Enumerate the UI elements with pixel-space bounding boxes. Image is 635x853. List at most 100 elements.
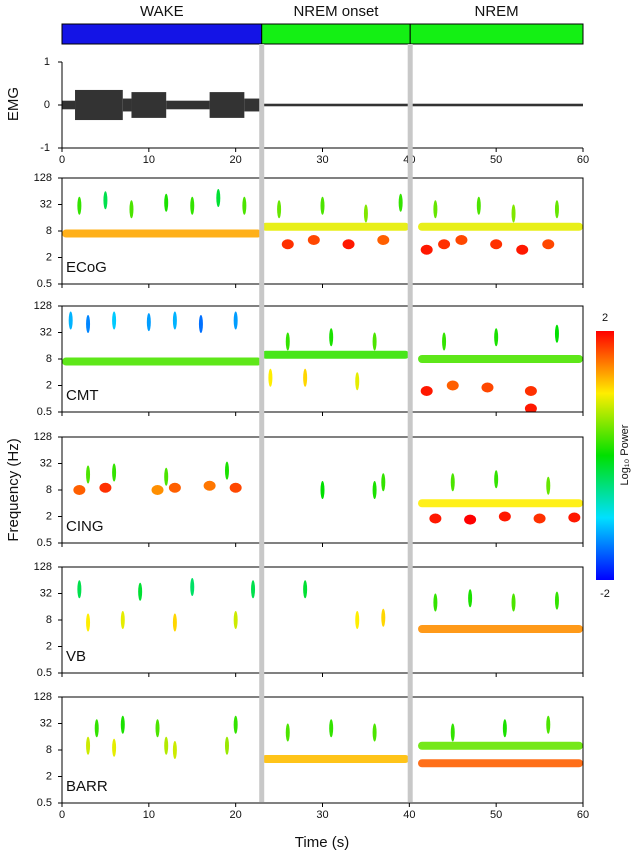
y-tick-label: 2: [46, 379, 52, 391]
power-event: [420, 244, 433, 255]
emg-trace: [62, 100, 76, 110]
power-event: [164, 193, 169, 212]
power-event: [554, 200, 559, 219]
power-event: [138, 582, 143, 601]
power-band: [418, 741, 583, 750]
power-event: [190, 196, 195, 215]
spectrogram: 128 32 8 2 0.5 ECoG: [34, 172, 584, 290]
state-label: WAKE: [140, 3, 184, 20]
y-axis-label: Frequency (Hz): [5, 438, 22, 541]
colorbar-tick-label: -2: [600, 588, 610, 600]
y-tick-label: 0.5: [37, 406, 52, 418]
spectrogram-data: [62, 188, 583, 255]
power-band: [62, 357, 262, 366]
power-band: [261, 754, 410, 763]
x-tick-label: 50: [490, 154, 502, 166]
power-event: [172, 741, 177, 759]
y-tick-label: 32: [40, 717, 52, 729]
power-event: [450, 473, 455, 492]
power-event: [285, 723, 290, 742]
y-tick-label: -1: [40, 142, 50, 154]
power-event: [103, 191, 108, 210]
y-tick-label: 8: [46, 353, 52, 365]
y-tick-label: 128: [34, 561, 52, 573]
power-event: [377, 234, 390, 245]
power-event: [94, 719, 99, 738]
power-event: [516, 244, 529, 255]
x-axis-label: Time (s): [295, 834, 349, 851]
y-tick-label: 128: [34, 691, 52, 703]
power-event: [86, 465, 91, 484]
power-event: [112, 738, 117, 757]
panel-label: CMT: [66, 387, 99, 404]
power-event: [190, 577, 195, 596]
colorbar: [596, 331, 614, 580]
power-event: [233, 311, 238, 330]
power-event: [372, 332, 377, 351]
state-bar: [409, 23, 584, 45]
power-event: [268, 368, 273, 387]
power-band: [418, 222, 583, 231]
state-bar: [261, 23, 411, 45]
power-event: [490, 239, 503, 250]
emg-trace: [244, 98, 262, 112]
emg-label: EMG: [5, 87, 22, 121]
power-event: [355, 611, 360, 629]
power-event: [420, 385, 433, 396]
power-event: [429, 513, 442, 524]
power-event: [320, 196, 325, 215]
y-tick-label: 2: [46, 640, 52, 652]
power-event: [533, 513, 546, 524]
power-event: [233, 715, 238, 734]
power-event: [542, 239, 555, 250]
panel-label: VB: [66, 648, 86, 665]
emg-trace: [209, 92, 245, 118]
power-event: [498, 511, 511, 522]
power-event: [86, 736, 91, 755]
power-event: [511, 593, 516, 612]
state-bar: [61, 23, 263, 45]
panel-label: ECoG: [66, 259, 107, 276]
power-event: [372, 481, 377, 499]
power-event: [320, 481, 325, 499]
power-event: [303, 368, 308, 387]
x-tick-label: 60: [577, 154, 589, 166]
power-event: [120, 715, 125, 734]
power-event: [224, 736, 229, 755]
power-event: [511, 204, 516, 223]
power-event: [433, 200, 438, 219]
panel-label: CING: [66, 518, 104, 535]
power-event: [329, 719, 334, 738]
spectrogram: 128 32 8 2 0.5 CING: [34, 431, 584, 549]
power-event: [229, 482, 242, 493]
spectrogram: 128 32 8 2 0.5 BARR: [34, 691, 584, 809]
y-tick-label: 2: [46, 510, 52, 522]
power-band: [62, 229, 262, 238]
power-event: [568, 512, 581, 523]
y-tick-label: 8: [46, 744, 52, 756]
power-event: [277, 200, 282, 219]
power-event: [524, 385, 537, 396]
power-event: [381, 608, 386, 627]
power-event: [433, 593, 438, 612]
power-event: [129, 200, 134, 219]
power-band: [418, 499, 583, 508]
power-event: [155, 719, 160, 738]
emg-trace: [261, 103, 583, 107]
spectrogram-data: [62, 311, 583, 412]
power-event: [502, 719, 507, 738]
power-band: [261, 222, 410, 231]
power-event: [251, 580, 256, 599]
power-event: [554, 591, 559, 610]
power-event: [164, 467, 169, 486]
power-event: [151, 485, 164, 495]
emg-trace: [131, 92, 167, 118]
x-tick-label: 40: [403, 809, 415, 821]
power-event: [381, 473, 386, 492]
emg-trace: [122, 98, 132, 112]
power-event: [476, 196, 481, 215]
power-event: [363, 204, 368, 223]
y-tick-label: 8: [46, 614, 52, 626]
power-event: [355, 372, 360, 391]
spectrogram-data: [77, 577, 583, 633]
